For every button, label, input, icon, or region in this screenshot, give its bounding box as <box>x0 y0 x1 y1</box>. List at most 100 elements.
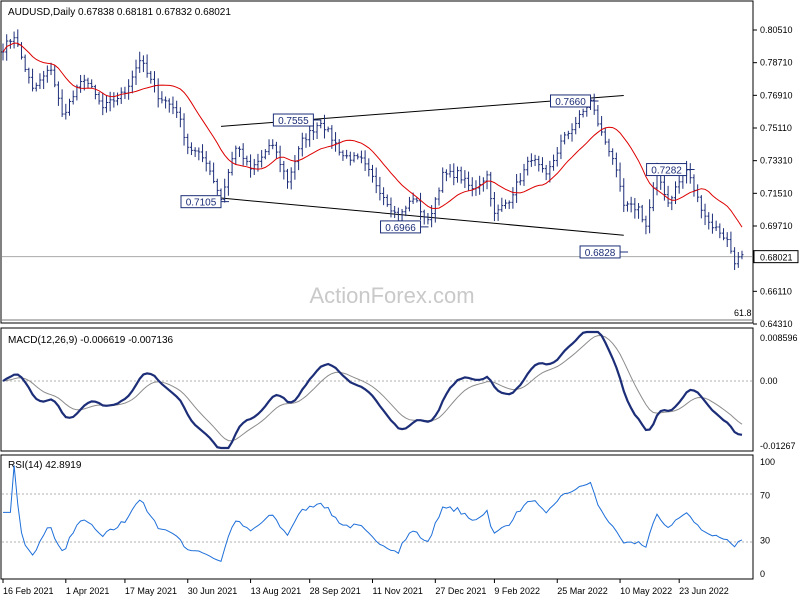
ohlc-bar <box>31 68 35 92</box>
ohlc-bar <box>544 164 548 181</box>
ohlc-bar <box>404 205 408 217</box>
ohlc-bar <box>714 220 718 231</box>
last-price-label: 0.68021 <box>760 253 793 263</box>
ohlc-bar <box>622 178 626 213</box>
ohlc-bar <box>577 110 581 129</box>
ohlc-bar <box>334 132 338 152</box>
ohlc-bar <box>152 71 156 93</box>
ohlc-bar <box>625 201 629 212</box>
ohlc-bar <box>518 173 522 186</box>
ohlc-bar <box>16 29 20 47</box>
ohlc-bar <box>201 144 205 163</box>
x-tick-label: 11 Nov 2021 <box>373 586 423 596</box>
ohlc-bar <box>666 185 670 208</box>
ohlc-bar <box>293 155 297 180</box>
ohlc-bar <box>459 166 463 184</box>
ohlc-bar <box>130 70 134 94</box>
macd-y-axis: 0.008596 0.00 -0.01267 <box>760 333 798 451</box>
ohlc-bar <box>596 105 600 127</box>
ohlc-bar <box>492 191 496 222</box>
ohlc-bar <box>699 195 703 219</box>
x-tick-label: 1 Apr 2021 <box>66 586 110 596</box>
ohlc-bar <box>637 203 641 219</box>
ohlc-bar <box>260 150 264 168</box>
ohlc-bar <box>45 65 49 83</box>
ohlc-bar <box>677 175 681 194</box>
ohlc-bar <box>607 138 611 157</box>
ohlc-bar <box>648 199 652 234</box>
ohlc-bar <box>437 187 441 206</box>
ohlc-bar <box>134 59 138 85</box>
rsi-panel-frame <box>0 454 754 580</box>
ohlc-bar <box>64 103 68 120</box>
y-tick-label: 0.78710 <box>760 58 793 68</box>
main-y-axis: 0.80510 0.78710 0.76910 0.75110 0.73310 0.715… <box>753 25 793 329</box>
ohlc-bar <box>271 139 275 150</box>
y-tick-label: 0.71510 <box>760 188 793 198</box>
x-axis: 16 Feb 2021 1 Apr 2021 17 May 2021 30 Jun 2… <box>2 579 729 596</box>
ohlc-bar <box>507 200 511 210</box>
ohlc-bar <box>56 81 60 106</box>
ohlc-bar <box>245 155 249 166</box>
ohlc-bar <box>230 151 234 176</box>
ohlc-bar <box>581 108 585 118</box>
watermark: ActionForex.com <box>309 283 474 308</box>
ohlc-bar <box>566 130 570 140</box>
ohlc-bar <box>574 116 578 135</box>
ohlc-bar <box>500 197 504 212</box>
ohlc-bar <box>60 89 64 117</box>
ohlc-bar <box>178 107 182 128</box>
price-label: 0.7105 <box>180 195 230 209</box>
ohlc-bar <box>167 98 171 113</box>
ohlc-bar <box>197 147 201 161</box>
ohlc-bar <box>12 31 16 49</box>
ohlc-bar <box>703 203 707 226</box>
y-tick-label: 0.80510 <box>760 25 793 35</box>
ohlc-bar <box>455 166 459 183</box>
y-tick-label: 0.69710 <box>760 221 793 231</box>
ohlc-bar <box>8 39 12 49</box>
ohlc-bar <box>234 145 238 166</box>
x-tick-label: 23 Jun 2022 <box>679 586 729 596</box>
ohlc-bar <box>352 152 356 163</box>
macd-signal-line <box>2 335 743 442</box>
ohlc-bar <box>348 151 352 166</box>
macd-panel-frame <box>0 327 754 452</box>
ohlc-bar <box>433 197 437 223</box>
ohlc-bar <box>289 167 293 190</box>
ohlc-bar <box>522 163 526 186</box>
fib-61.8-label: 61.8 <box>734 308 752 318</box>
ohlc-bar <box>371 164 374 183</box>
ohlc-bar <box>489 171 493 207</box>
ohlc-bar <box>448 164 452 178</box>
macd-y-tick-label: -0.01267 <box>760 441 796 451</box>
x-tick-label: 30 Jun 2021 <box>188 586 238 596</box>
ohlc-bar <box>223 178 227 203</box>
ohlc-bar <box>688 163 692 184</box>
ohlc-bar <box>308 123 312 147</box>
ohlc-bar <box>570 123 574 142</box>
ohlc-bar <box>692 174 696 197</box>
ohlc-bar <box>282 160 286 180</box>
ohlc-bar <box>204 151 208 172</box>
last-price-box <box>753 250 799 264</box>
ohlc-bar <box>278 145 282 173</box>
ohlc-bar <box>644 215 648 235</box>
ohlc-bar <box>511 187 515 209</box>
ohlc-bar <box>138 51 142 73</box>
ohlc-bar <box>426 212 430 225</box>
ohlc-bar <box>707 212 711 230</box>
price-labels: 0.7555 0.7660 0.7105 0.6966 0.7282 0.6828 <box>180 94 695 259</box>
ohlc-bar <box>116 92 120 106</box>
ohlc-bar <box>662 175 666 201</box>
price-label: 0.7660 <box>550 94 599 108</box>
y-tick-label: 0.76910 <box>760 90 793 100</box>
ohlc-bar <box>696 184 700 203</box>
ohlc-bar <box>53 65 57 88</box>
macd-y-tick-label: 0.00 <box>760 376 778 386</box>
ohlc-bar <box>710 213 714 234</box>
ohlc-bar <box>42 70 46 90</box>
ohlc-bar <box>367 158 371 177</box>
last-price-tag: 0.68021 <box>753 250 799 264</box>
ohlc-bar <box>563 131 567 145</box>
